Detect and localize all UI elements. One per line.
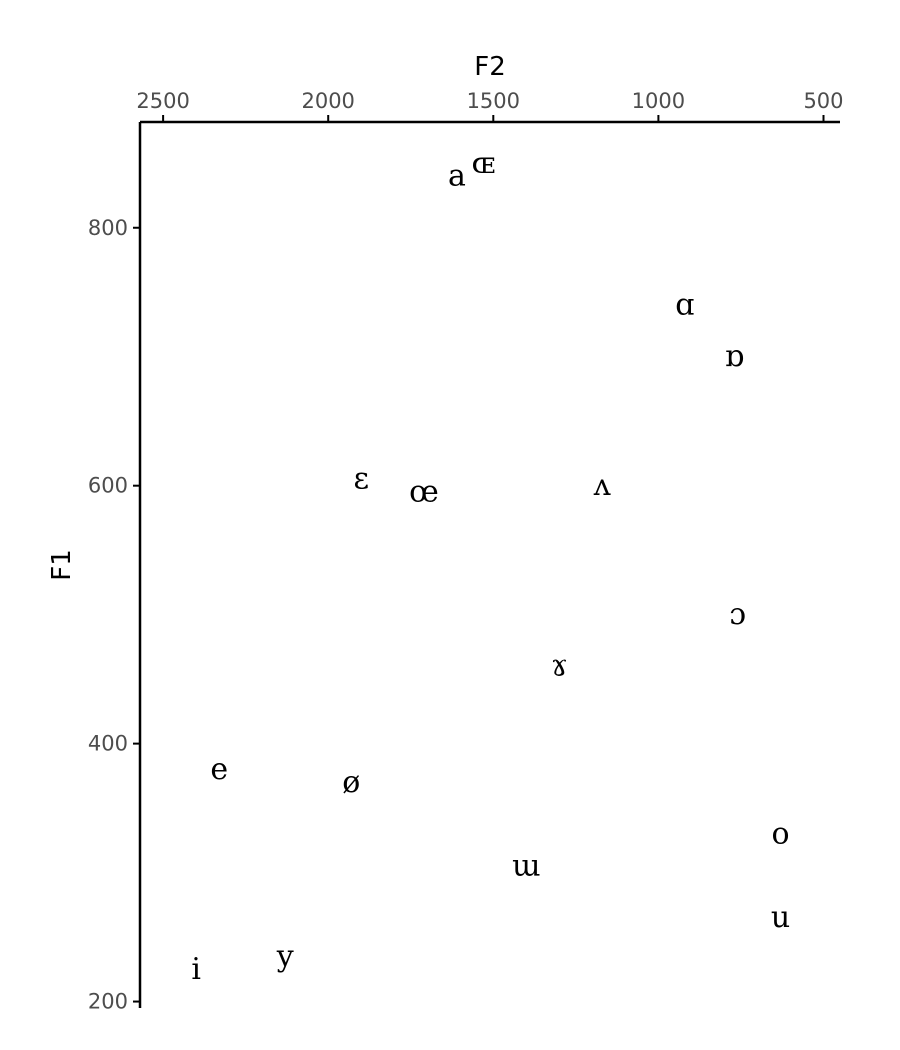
vowel-points: i y e ø ɛ œ a ɶ ɯ ɤ ʌ ɑɒ ɔ o u — [191, 146, 790, 987]
vowel-point: y — [276, 939, 294, 974]
y-axis-ticks: 800 600 400 200 — [88, 216, 140, 1014]
vowel-point: u — [771, 900, 790, 935]
x-tick-label: 2500 — [136, 89, 189, 113]
vowel-point: ɑ — [675, 288, 694, 323]
vowel-point: ʌ — [593, 468, 611, 503]
vowel-point: ɔ — [729, 597, 746, 632]
y-tick-label: 600 — [88, 474, 128, 498]
x-tick-label: 500 — [803, 89, 843, 113]
y-tick-label: 200 — [88, 990, 128, 1014]
vowel-point: i — [191, 952, 201, 987]
x-axis-ticks: 2500 2000 1500 1000 500 — [136, 89, 844, 122]
vowel-point: ɯ — [512, 849, 540, 884]
vowel-point: ɶ — [472, 146, 496, 181]
vowel-point: e — [210, 752, 228, 787]
vowel-point: ɒ — [725, 339, 744, 374]
vowel-point: ø — [342, 765, 360, 800]
vowel-point: ɤ — [551, 649, 568, 684]
x-tick-label: 1000 — [632, 89, 685, 113]
vowel-point: œ — [409, 475, 439, 510]
x-tick-label: 2000 — [301, 89, 354, 113]
vowel-point: ɛ — [353, 462, 369, 497]
y-tick-label: 400 — [88, 732, 128, 756]
x-tick-label: 1500 — [467, 89, 520, 113]
y-tick-label: 800 — [88, 216, 128, 240]
x-axis-title: F2 — [474, 52, 506, 82]
y-axis-title: F1 — [47, 549, 77, 581]
vowel-point: a — [448, 159, 466, 194]
vowel-point: o — [772, 816, 790, 851]
